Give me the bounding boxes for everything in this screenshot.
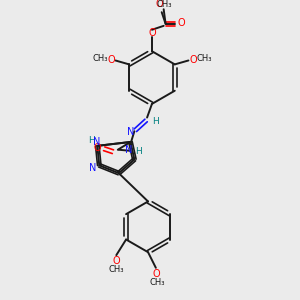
- Text: N: N: [127, 127, 134, 137]
- Text: N: N: [89, 163, 96, 173]
- Text: O: O: [177, 18, 185, 28]
- Text: CH₃: CH₃: [109, 265, 124, 274]
- Text: CH₃: CH₃: [196, 54, 212, 63]
- Text: N: N: [125, 145, 132, 155]
- Text: O: O: [108, 55, 116, 64]
- Text: H: H: [88, 136, 95, 146]
- Text: CH₃: CH₃: [92, 54, 108, 63]
- Text: O: O: [112, 256, 120, 266]
- Text: O: O: [190, 55, 197, 64]
- Text: CH₃: CH₃: [157, 0, 172, 9]
- Text: N: N: [93, 137, 100, 147]
- Text: H: H: [152, 117, 159, 126]
- Text: O: O: [94, 143, 101, 153]
- Text: O: O: [148, 28, 156, 38]
- Text: CH₃: CH₃: [149, 278, 165, 287]
- Text: O: O: [156, 0, 164, 9]
- Text: O: O: [152, 269, 160, 279]
- Text: H: H: [135, 147, 142, 156]
